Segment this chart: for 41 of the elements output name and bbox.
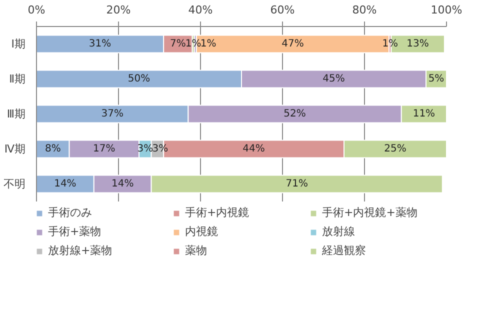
data-label: 8% [44, 144, 61, 154]
y-tick-label: Ⅰ期 [11, 38, 26, 50]
data-label: 45% [322, 74, 345, 84]
data-label: 1% [200, 38, 216, 50]
y-tick-label: Ⅱ期 [9, 72, 26, 86]
legend-label: 手術+薬物 [48, 224, 102, 239]
legend-label: 放射線 [322, 224, 356, 239]
data-label: 14% [111, 178, 134, 190]
data-label: 11% [412, 108, 436, 120]
data-label: 44% [242, 144, 265, 154]
data-label: 7% [170, 38, 186, 50]
legend-label: 内視鏡 [185, 224, 219, 239]
x-tick-label: 20% [106, 4, 131, 16]
data-label: 1% [185, 38, 202, 50]
data-label: 5% [428, 74, 444, 84]
x-tick-label: 80% [352, 4, 377, 16]
legend-label: 手術+内視鏡+薬物 [322, 205, 418, 220]
x-tick-label: 40% [188, 4, 213, 16]
data-label: 47% [282, 38, 304, 50]
legend-label: 経過観察 [322, 243, 367, 258]
data-label: 14% [54, 178, 76, 190]
data-label: 31% [88, 38, 112, 50]
data-label: 50% [128, 74, 150, 84]
y-tick-label: Ⅳ期 [4, 142, 26, 156]
data-label: 1% [382, 38, 398, 50]
data-label: 3% [152, 144, 168, 154]
data-label: 37% [101, 108, 124, 120]
legend-label: 手術のみ [48, 205, 93, 220]
data-label: 17% [93, 144, 116, 154]
data-label: 13% [406, 38, 429, 50]
y-tick-label: Ⅲ期 [6, 108, 26, 120]
data-label: 52% [284, 108, 306, 120]
y-tick-label: 不明 [4, 178, 26, 190]
legend-label: 薬物 [185, 243, 208, 258]
data-label: 25% [384, 144, 406, 154]
legend-label: 手術+内視鏡 [185, 205, 250, 220]
legend-label: 放射線+薬物 [48, 243, 114, 258]
x-tick-label: 0% [28, 4, 46, 16]
x-tick-label: 60% [270, 4, 295, 16]
data-label: 71% [286, 178, 308, 190]
x-tick-label: 100% [430, 4, 462, 16]
